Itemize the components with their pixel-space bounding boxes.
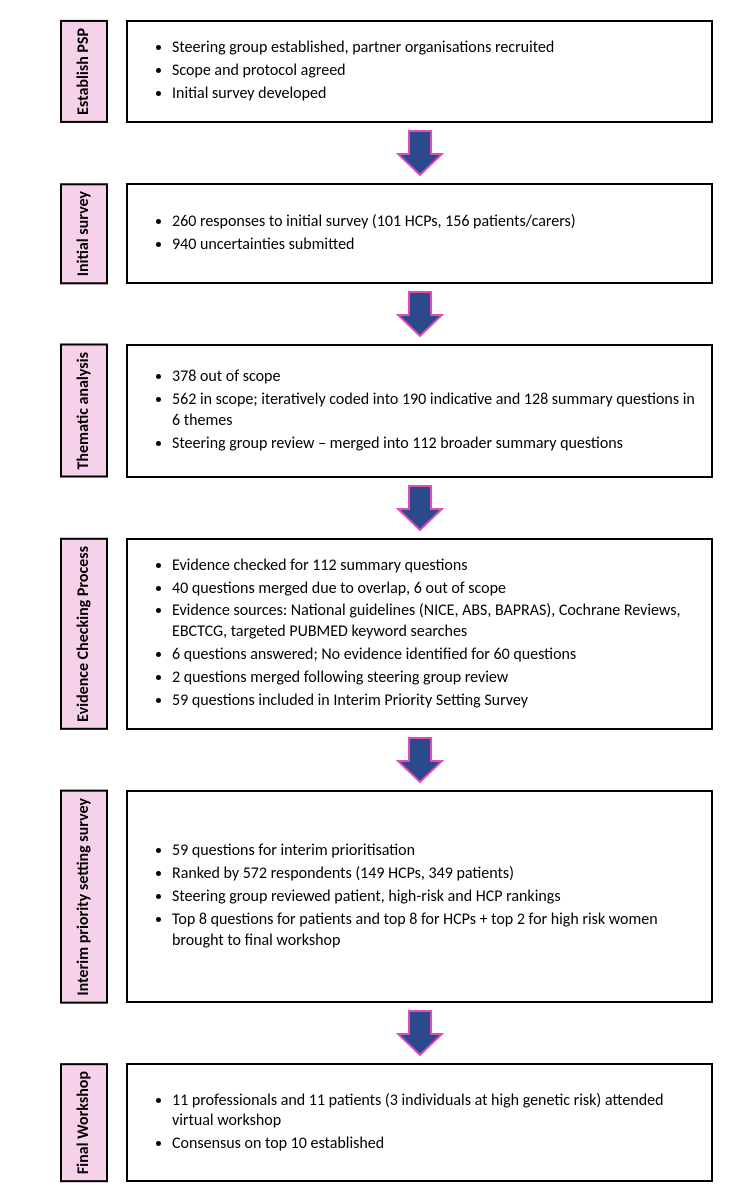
stage-label-initial-survey: Initial survey — [60, 183, 108, 284]
bullet-list: 378 out of scope562 in scope; iterativel… — [138, 365, 697, 456]
stage-content-establish-psp: Steering group established, partner orga… — [126, 20, 713, 123]
down-arrow-icon — [396, 736, 444, 784]
stage-row-initial-survey: Initial survey 260 responses to initial s… — [60, 183, 713, 284]
bullet-list: 260 responses to initial survey (101 HCP… — [138, 210, 576, 258]
stage-label-establish-psp: Establish PSP — [60, 20, 108, 123]
bullet-list: Steering group established, partner orga… — [138, 36, 554, 106]
bullet-list: 59 questions for interim prioritisationR… — [138, 839, 697, 953]
flow-arrow — [126, 736, 713, 784]
bullet-item: 6 questions answered; No evidence identi… — [172, 645, 697, 666]
bullet-item: Top 8 questions for patients and top 8 f… — [172, 910, 697, 952]
bullet-item: 2 questions merged following steering gr… — [172, 668, 697, 689]
stage-label-evidence-checking: Evidence Checking Process — [60, 538, 108, 730]
down-arrow-icon — [396, 1009, 444, 1057]
stage-label-final-workshop: Final Workshop — [60, 1063, 108, 1182]
bullet-item: Scope and protocol agreed — [172, 61, 554, 82]
stage-row-evidence-checking: Evidence Checking Process Evidence checke… — [60, 538, 713, 730]
stage-label-interim-survey: Interim priority setting survey — [60, 790, 108, 1004]
flow-arrow — [126, 129, 713, 177]
flow-arrow — [126, 290, 713, 338]
bullet-item: 260 responses to initial survey (101 HCP… — [172, 212, 576, 233]
bullet-item: 59 questions for interim prioritisation — [172, 841, 697, 862]
bullet-item: 562 in scope; iteratively coded into 190… — [172, 390, 697, 432]
stage-row-final-workshop: Final Workshop 11 professionals and 11 pa… — [60, 1063, 713, 1182]
down-arrow-icon — [396, 129, 444, 177]
stage-row-thematic-analysis: Thematic analysis 378 out of scope562 in … — [60, 344, 713, 478]
bullet-item: Steering group reviewed patient, high-ri… — [172, 887, 697, 908]
bullet-list: Evidence checked for 112 summary questio… — [138, 554, 697, 714]
bullet-item: 378 out of scope — [172, 367, 697, 388]
bullet-list: 11 professionals and 11 patients (3 indi… — [138, 1089, 697, 1157]
down-arrow-icon — [396, 290, 444, 338]
bullet-item: Initial survey developed — [172, 84, 554, 105]
bullet-item: 40 questions merged due to overlap, 6 ou… — [172, 579, 697, 600]
bullet-item: Evidence sources: National guidelines (N… — [172, 601, 697, 643]
bullet-item: Steering group review – merged into 112 … — [172, 434, 697, 455]
bullet-item: 59 questions included in Interim Priorit… — [172, 691, 697, 712]
down-arrow-icon — [396, 484, 444, 532]
bullet-item: Evidence checked for 112 summary questio… — [172, 556, 697, 577]
bullet-item: Consensus on top 10 established — [172, 1134, 697, 1155]
stage-label-thematic-analysis: Thematic analysis — [60, 344, 108, 478]
bullet-item: Steering group established, partner orga… — [172, 38, 554, 59]
stage-content-initial-survey: 260 responses to initial survey (101 HCP… — [126, 183, 713, 284]
stage-content-interim-survey: 59 questions for interim prioritisationR… — [126, 790, 713, 1004]
bullet-item: 11 professionals and 11 patients (3 indi… — [172, 1091, 697, 1133]
flow-arrow — [126, 484, 713, 532]
psp-flowchart: Establish PSP Steering group established,… — [60, 20, 713, 1182]
stage-content-final-workshop: 11 professionals and 11 patients (3 indi… — [126, 1063, 713, 1182]
stage-content-evidence-checking: Evidence checked for 112 summary questio… — [126, 538, 713, 730]
stage-row-interim-survey: Interim priority setting survey 59 questi… — [60, 790, 713, 1004]
stage-content-thematic-analysis: 378 out of scope562 in scope; iterativel… — [126, 344, 713, 478]
flow-arrow — [126, 1009, 713, 1057]
bullet-item: Ranked by 572 respondents (149 HCPs, 349… — [172, 864, 697, 885]
stage-row-establish-psp: Establish PSP Steering group established,… — [60, 20, 713, 123]
bullet-item: 940 uncertainties submitted — [172, 235, 576, 256]
